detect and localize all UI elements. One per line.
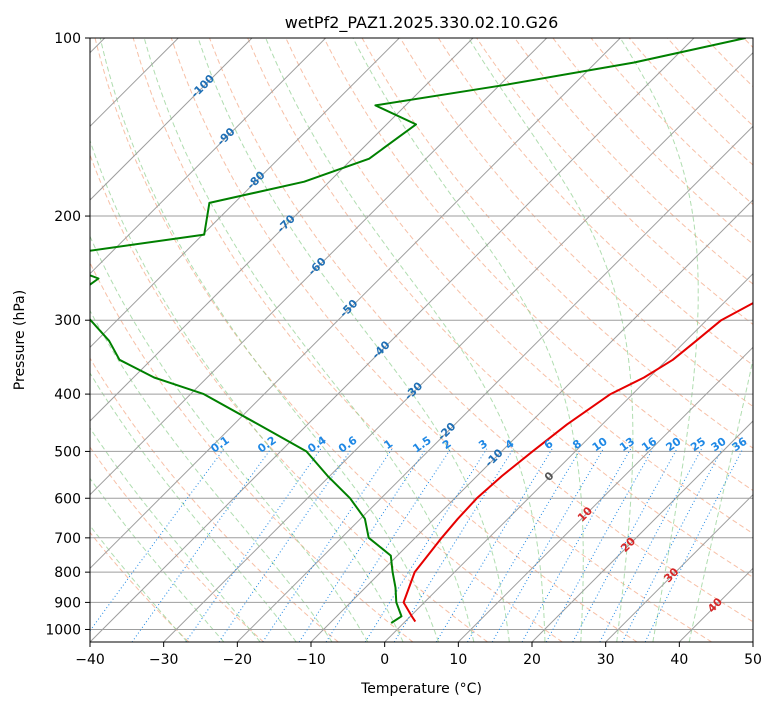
mixing-ratio-line [325,448,452,642]
mixing-ratio-line [262,448,393,642]
mixing-ratio-line [435,448,553,642]
dry-adiabat-line [90,446,264,642]
x-tick-label: 30 [597,652,615,668]
isotherm-line [384,272,753,642]
y-tick-label: 300 [54,313,81,329]
moist-adiabat-line [90,309,333,642]
dry-adiabat-line [90,153,488,642]
dry-adiabat-line [437,38,753,366]
y-tick-label: 1000 [45,622,81,638]
dry-adiabat-line [94,38,563,642]
y-tick-label: 600 [54,491,81,507]
plot-frame [89,37,754,643]
y-tick-label: 200 [54,209,81,225]
moist-adiabat-line [688,356,753,642]
y-tick-label: 500 [54,444,81,460]
moist-adiabat-line [143,38,475,642]
mixing-ratio-line [491,448,604,642]
moist-adiabat-line [197,38,510,642]
dry-adiabat-line [90,531,190,642]
isotherm-line [90,38,400,349]
x-tick-label: 10 [449,652,467,668]
mixing-ratio-line [298,448,427,642]
isotherm-line [310,199,753,642]
isotherm-line [90,38,327,275]
x-tick-label: 0 [380,652,389,668]
dry-adiabat-line [514,38,753,285]
moist-adiabat-line [265,38,546,642]
x-tick-label: 20 [523,652,541,668]
x-tick-label: −10 [296,652,326,668]
isotherm-line [90,38,474,422]
isotherm-line [90,38,253,201]
y-tick-label: 400 [54,387,81,403]
dry-adiabat-line [170,38,712,642]
isotherm-line [236,125,753,642]
dewpoint-profile-line [90,38,746,624]
isotherm-line [90,38,621,570]
dry-adiabat-line [132,38,638,642]
mixing-ratio-line [185,448,322,642]
moist-adiabat-line [99,38,439,642]
y-axis-label: Pressure (hPa) [12,290,28,390]
y-tick-label: 900 [54,595,81,611]
x-tick-label: −20 [223,652,253,668]
isotherm-line [531,420,753,642]
y-tick-label: 100 [54,31,81,47]
isotherm-line [90,38,548,496]
moist-adiabat-line [90,427,261,642]
moist-adiabat-line [352,38,584,642]
moist-adiabat-line [468,38,634,642]
moist-adiabat-line [619,38,699,642]
moist-adiabat-line [90,139,404,642]
dry-adiabat-line [90,357,339,642]
x-tick-label: 50 [744,652,762,668]
x-axis-label: Temperature (°C) [360,681,482,697]
temperature-profile-line [402,302,753,623]
isotherm-line [90,38,695,642]
dry-adiabat-line [323,38,753,492]
mixing-ratio-line [644,448,744,642]
mixing-ratio-line [621,448,723,642]
mixing-ratio-line [599,448,703,642]
dry-adiabat-line [399,38,753,408]
chart-title: wetPf2_PAZ1.2025.330.02.10.G26 [285,13,559,33]
x-tick-label: −30 [149,652,179,668]
x-tick-label: −40 [75,652,105,668]
mixing-ratio-line [218,448,353,642]
y-tick-label: 700 [54,531,81,547]
x-tick-label: 40 [670,652,688,668]
isotherm-line [163,51,753,642]
isotherm-line [457,346,753,642]
moist-adiabat-line [90,477,225,642]
mixing-ratio-line [393,448,514,642]
dry-adiabat-line [247,38,753,578]
moist-adiabat-line [90,235,369,642]
isotherm-line [605,493,753,642]
y-tick-label: 800 [54,565,81,581]
dry-adiabat-line [209,38,753,623]
